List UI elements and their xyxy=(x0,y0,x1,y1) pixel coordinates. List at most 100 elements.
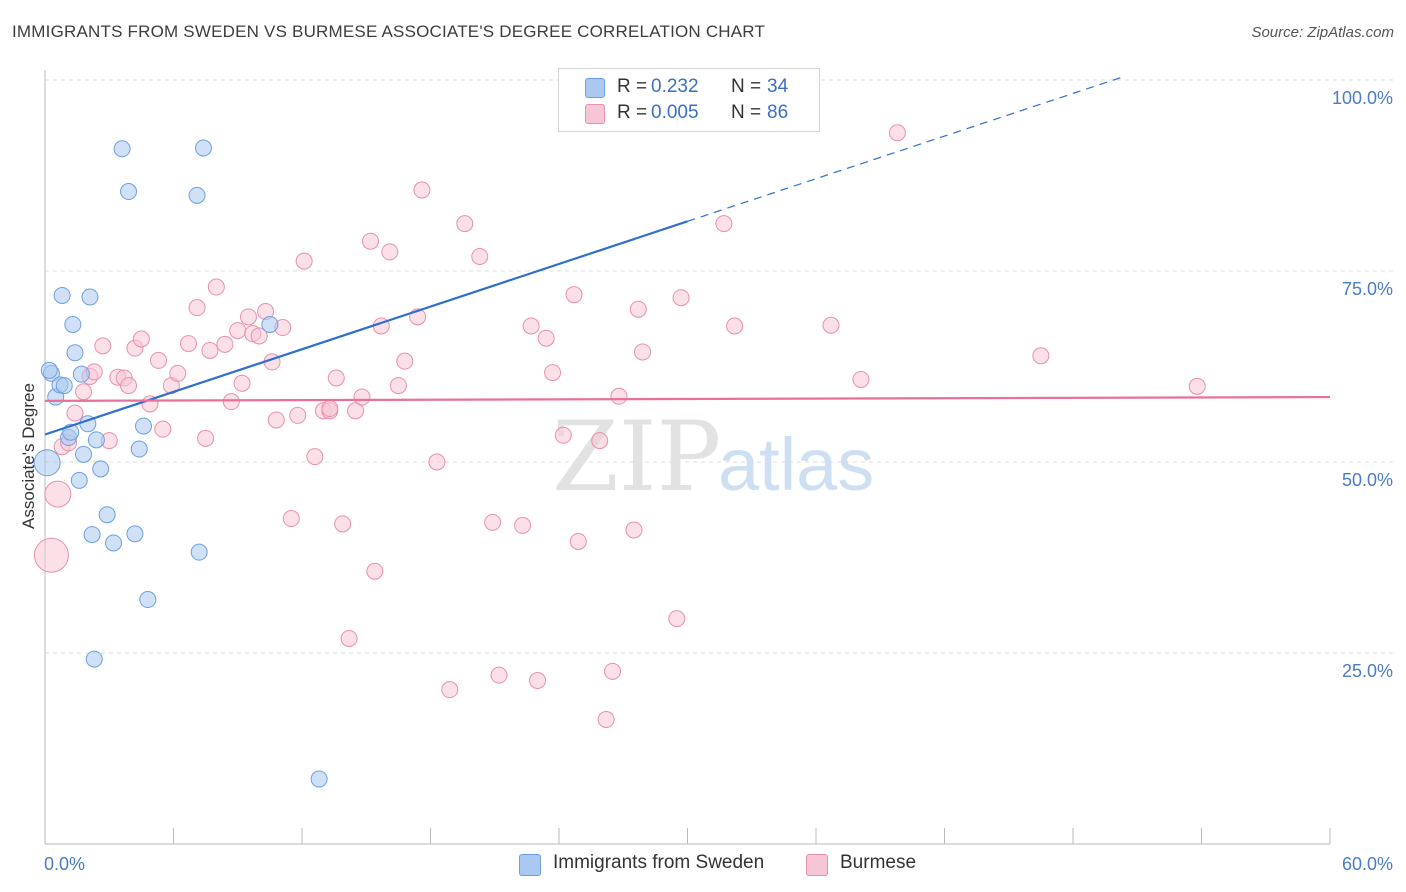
burmese-points xyxy=(33,124,1206,728)
x-tick-labels: 0.0% 60.0% xyxy=(44,854,1393,874)
sweden-point xyxy=(310,770,328,788)
burmese-point xyxy=(852,370,870,388)
watermark-atlas: atlas xyxy=(718,423,874,506)
burmese-point xyxy=(625,521,643,539)
sweden-point xyxy=(139,591,157,609)
burmese-point xyxy=(668,610,686,628)
burmese-point xyxy=(529,672,547,690)
burmese-point xyxy=(726,317,744,335)
sweden-trend-line xyxy=(44,220,688,436)
sweden-point xyxy=(126,525,144,543)
sweden-point xyxy=(40,361,58,379)
burmese-point xyxy=(229,322,247,340)
burmese-point xyxy=(250,327,268,345)
burmese-point xyxy=(169,364,187,382)
burmese-point xyxy=(389,377,407,395)
burmese-point xyxy=(634,343,652,361)
burmese-point xyxy=(514,516,532,534)
burmese-point xyxy=(381,243,399,261)
burmese-point xyxy=(289,406,307,424)
burmese-point xyxy=(490,666,508,684)
burmese-point xyxy=(591,432,609,450)
burmese-point xyxy=(120,377,138,395)
sweden-point xyxy=(64,315,82,333)
burmese-point xyxy=(327,369,345,387)
sweden-legend-label: Immigrants from Sweden xyxy=(553,852,765,873)
burmese-point xyxy=(207,278,225,296)
burmese-r-label: R = xyxy=(617,102,648,123)
burmese-point xyxy=(201,341,219,359)
burmese-point xyxy=(484,513,502,531)
burmese-point xyxy=(132,330,150,348)
burmese-point xyxy=(188,299,206,317)
sweden-point xyxy=(66,344,84,362)
y-tick-label: 75.0% xyxy=(1342,279,1393,299)
burmese-point xyxy=(282,510,300,528)
burmese-point xyxy=(306,448,324,466)
source-label: Source: ZipAtlas.com xyxy=(1251,24,1394,41)
burmese-point xyxy=(347,402,365,420)
sweden-point xyxy=(130,440,148,458)
burmese-point xyxy=(544,364,562,382)
y-tick-label: 25.0% xyxy=(1342,661,1393,681)
burmese-point xyxy=(44,480,72,508)
burmese-point xyxy=(366,562,384,580)
burmese-point xyxy=(715,215,733,233)
sweden-trend-extension xyxy=(687,75,1126,222)
burmese-swatch xyxy=(585,104,605,124)
sweden-r-label: R = xyxy=(617,76,648,97)
sweden-point xyxy=(190,543,208,561)
sweden-point xyxy=(83,526,101,544)
burmese-point xyxy=(75,383,93,401)
watermark-zip: ZIP xyxy=(552,401,721,513)
burmese-point xyxy=(1032,347,1050,365)
sweden-point xyxy=(135,417,153,435)
burmese-point xyxy=(233,374,251,392)
burmese-point xyxy=(94,337,112,355)
burmese-point xyxy=(295,252,313,270)
sweden-point xyxy=(120,183,138,201)
burmese-point xyxy=(179,335,197,353)
burmese-point xyxy=(672,289,690,307)
burmese-legend-swatch xyxy=(806,854,828,876)
y-axis-title: Associate's Degree xyxy=(19,383,38,529)
burmese-point xyxy=(413,181,431,199)
burmese-n-label: N = xyxy=(731,102,762,123)
burmese-point xyxy=(154,420,172,438)
burmese-point xyxy=(353,388,371,406)
sweden-legend-swatch xyxy=(519,854,541,876)
burmese-point xyxy=(1188,377,1206,395)
sweden-point xyxy=(55,377,73,395)
burmese-point xyxy=(396,352,414,370)
y-tick-label: 100.0% xyxy=(1332,88,1393,108)
burmese-point xyxy=(150,351,168,369)
burmese-legend-label: Burmese xyxy=(840,852,917,873)
burmese-point xyxy=(471,247,489,265)
burmese-point xyxy=(597,710,615,728)
burmese-r-value: 0.005 xyxy=(651,102,699,123)
burmese-point xyxy=(888,124,906,142)
burmese-point xyxy=(222,393,240,411)
burmese-point xyxy=(604,662,622,680)
burmese-point xyxy=(239,308,257,326)
burmese-point xyxy=(362,232,380,250)
sweden-point xyxy=(85,650,103,668)
sweden-n-value: 34 xyxy=(767,76,789,97)
burmese-point xyxy=(822,316,840,334)
sweden-point xyxy=(33,449,61,477)
burmese-n-value: 86 xyxy=(767,102,789,123)
burmese-point xyxy=(340,629,358,647)
sweden-point xyxy=(70,471,88,489)
burmese-point xyxy=(33,537,69,573)
series-legend: Immigrants from Sweden Burmese xyxy=(0,852,1406,878)
sweden-point xyxy=(194,139,212,157)
sweden-point xyxy=(98,506,116,524)
sweden-point xyxy=(188,186,206,204)
burmese-point xyxy=(321,400,339,418)
sweden-swatch xyxy=(585,78,605,98)
burmese-trend-line xyxy=(44,395,1331,402)
sweden-point xyxy=(113,140,131,158)
sweden-r-value: 0.232 xyxy=(651,76,699,97)
burmese-point xyxy=(565,286,583,304)
